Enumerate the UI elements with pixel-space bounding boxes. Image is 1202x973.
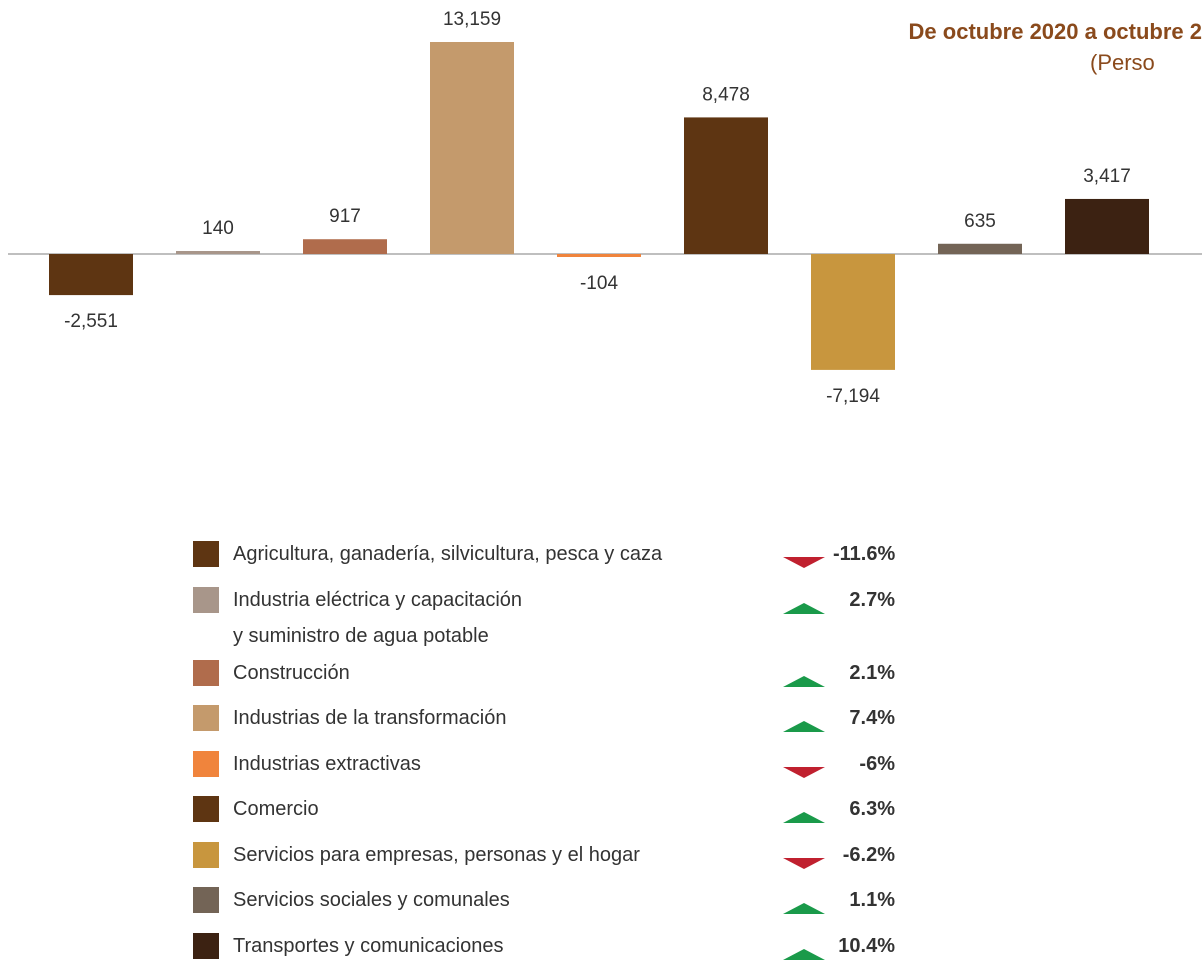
change-arrow: [783, 709, 833, 746]
change-label: 1.1%: [833, 882, 895, 919]
value-label: 13,159: [443, 9, 501, 30]
legend-swatch: [193, 887, 219, 913]
arrow-icon: [783, 856, 825, 870]
arrow-icon: [783, 719, 825, 733]
change-arrow: [783, 891, 833, 928]
up-arrow: [783, 903, 825, 914]
legend-swatch: [193, 705, 219, 731]
change-label: 10.4%: [833, 928, 895, 965]
bar: [557, 254, 641, 257]
legend-item: Agricultura, ganadería, silvicultura, pe…: [193, 536, 913, 582]
legend-label: Agricultura, ganadería, silvicultura, pe…: [233, 536, 783, 573]
change-arrow: [783, 664, 833, 701]
change-arrow: [783, 800, 833, 837]
legend-item: Industrias de la transformación 7.4%: [193, 700, 913, 746]
arrow-icon: [783, 555, 825, 569]
change-arrow: [783, 545, 833, 582]
arrow-icon: [783, 601, 825, 615]
legend-item: Servicios sociales y comunales 1.1%: [193, 882, 913, 928]
page: De octubre 2020 a octubre 2 (Perso -2,55…: [0, 0, 1202, 894]
value-label: 3,417: [1083, 166, 1131, 187]
legend-item: Transportes y comunicaciones 10.4%: [193, 928, 913, 973]
change-label: -11.6%: [833, 536, 895, 573]
up-arrow: [783, 812, 825, 823]
legend-item: Industria eléctrica y capacitación y sum…: [193, 582, 913, 655]
bar: [176, 251, 260, 254]
legend-swatch: [193, 587, 219, 613]
bar: [684, 117, 768, 254]
value-label: 8,478: [702, 84, 750, 105]
change-label: -6.2%: [833, 837, 895, 874]
value-label: -104: [580, 273, 618, 294]
down-arrow: [783, 767, 825, 778]
legend-label: Industria eléctrica y capacitación y sum…: [233, 582, 783, 655]
value-label: -2,551: [64, 311, 118, 332]
legend: Agricultura, ganadería, silvicultura, pe…: [193, 536, 913, 973]
legend-label: Industrias extractivas: [233, 746, 783, 783]
legend-item: Construcción 2.1%: [193, 655, 913, 701]
up-arrow: [783, 721, 825, 732]
arrow-icon: [783, 901, 825, 915]
change-label: 6.3%: [833, 791, 895, 828]
change-arrow: [783, 846, 833, 883]
legend-label: Transportes y comunicaciones: [233, 928, 783, 965]
arrow-icon: [783, 947, 825, 961]
arrow-icon: [783, 674, 825, 688]
legend-item: Servicios para empresas, personas y el h…: [193, 837, 913, 883]
bar: [430, 42, 514, 254]
legend-swatch: [193, 933, 219, 959]
down-arrow: [783, 557, 825, 568]
change-arrow: [783, 755, 833, 792]
legend-label: Servicios para empresas, personas y el h…: [233, 837, 783, 874]
chart: De octubre 2020 a octubre 2 (Perso -2,55…: [0, 0, 1202, 520]
legend-swatch: [193, 796, 219, 822]
legend-label: Industrias de la transformación: [233, 700, 783, 737]
legend-label: Servicios sociales y comunales: [233, 882, 783, 919]
arrow-icon: [783, 765, 825, 779]
bar: [938, 244, 1022, 254]
legend-label: Construcción: [233, 655, 783, 692]
legend-item: Industrias extractivas -6%: [193, 746, 913, 792]
bar: [811, 254, 895, 370]
change-label: 2.7%: [833, 582, 895, 619]
up-arrow: [783, 949, 825, 960]
change-label: 2.1%: [833, 655, 895, 692]
legend-swatch: [193, 660, 219, 686]
legend-item: Comercio 6.3%: [193, 791, 913, 837]
chart-subtitle: (Perso: [1090, 50, 1155, 75]
bar: [49, 254, 133, 295]
legend-label: Comercio: [233, 791, 783, 828]
value-label: 635: [964, 211, 996, 232]
legend-swatch: [193, 751, 219, 777]
bar: [303, 239, 387, 254]
legend-swatch: [193, 842, 219, 868]
chart-title: De octubre 2020 a octubre 2: [909, 19, 1202, 44]
change-label: -6%: [833, 746, 895, 783]
value-label: -7,194: [826, 386, 880, 407]
legend-swatch: [193, 541, 219, 567]
up-arrow: [783, 603, 825, 614]
arrow-icon: [783, 810, 825, 824]
value-label: 917: [329, 206, 361, 227]
value-label: 140: [202, 218, 234, 239]
change-label: 7.4%: [833, 700, 895, 737]
change-arrow: [783, 937, 833, 973]
change-arrow: [783, 591, 833, 628]
up-arrow: [783, 676, 825, 687]
down-arrow: [783, 858, 825, 869]
bar: [1065, 199, 1149, 254]
